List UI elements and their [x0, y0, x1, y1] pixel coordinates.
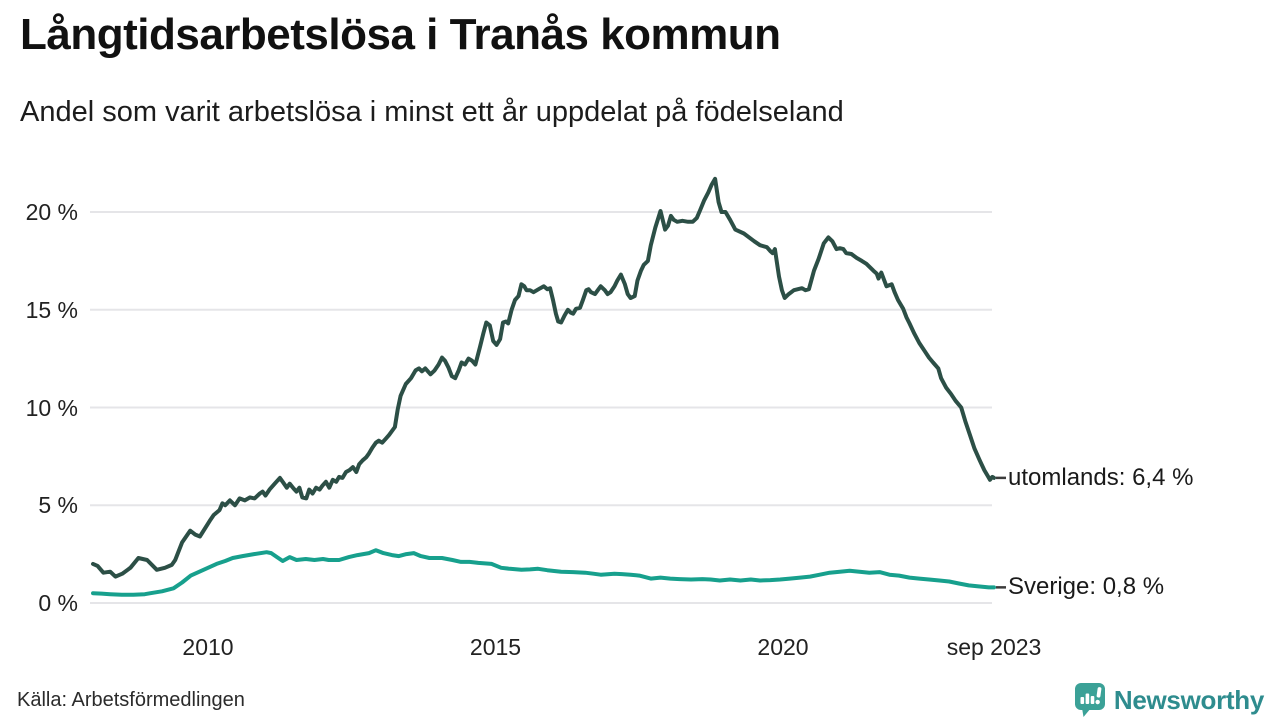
chart-title: Långtidsarbetslösa i Tranås kommun	[20, 10, 781, 59]
y-tick-label: 0 %	[38, 590, 78, 616]
chart-subtitle: Andel som varit arbetslösa i minst ett å…	[20, 96, 844, 128]
x-tick-label: 2015	[469, 634, 522, 660]
newsworthy-logo: Newsworthy	[1074, 682, 1264, 718]
series-line-sverige	[91, 548, 996, 597]
newsworthy-icon	[1074, 683, 1105, 717]
series-line-utomlands	[91, 176, 996, 579]
series-label-utomlands: utomlands: 6,4 %	[1008, 463, 1194, 491]
y-tick-label: 20 %	[25, 199, 78, 225]
source-note: Källa: Arbetsförmedlingen	[17, 689, 245, 711]
series-label-sverige: Sverige: 0,8 %	[1008, 573, 1165, 601]
x-tick-label: sep 2023	[946, 634, 1042, 660]
x-tick-label: 2020	[757, 634, 809, 660]
newsworthy-wordmark: Newsworthy	[1113, 684, 1264, 715]
x-tick-label: 2010	[182, 634, 234, 660]
y-tick-label: 10 %	[25, 394, 78, 421]
y-tick-label: 5 %	[38, 492, 78, 519]
y-tick-label: 15 %	[25, 296, 78, 323]
